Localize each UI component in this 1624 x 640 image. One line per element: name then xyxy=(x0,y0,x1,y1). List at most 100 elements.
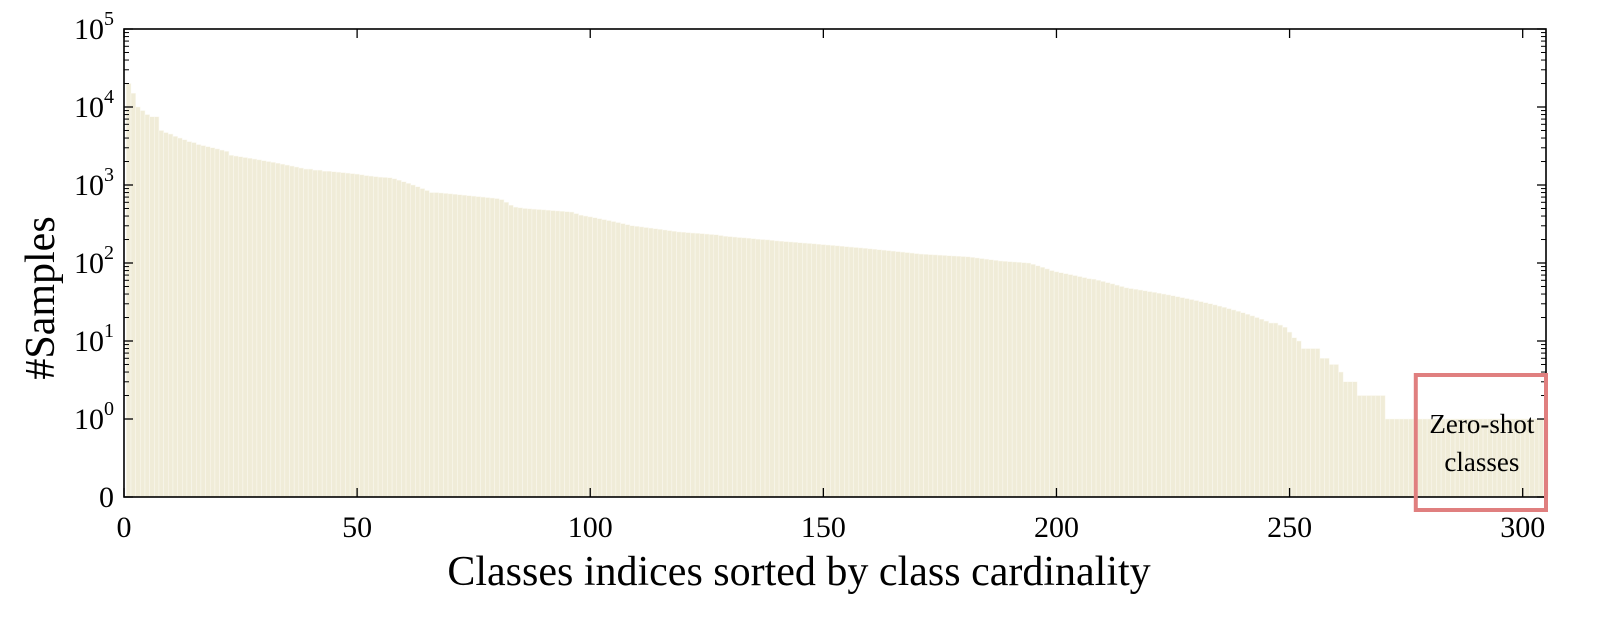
bar xyxy=(811,243,817,498)
bar xyxy=(349,173,356,498)
bar xyxy=(256,159,262,498)
bar xyxy=(1240,312,1246,498)
bar xyxy=(736,237,743,498)
bar xyxy=(1259,319,1265,498)
bar xyxy=(219,149,225,498)
bar xyxy=(1035,265,1041,498)
bar xyxy=(489,197,495,498)
x-tick-label: 300 xyxy=(1500,511,1545,544)
bar xyxy=(1277,324,1283,498)
bar xyxy=(923,254,929,498)
bar xyxy=(839,245,845,498)
bar xyxy=(419,188,425,498)
bar xyxy=(1109,283,1115,498)
bar xyxy=(345,172,351,498)
bar xyxy=(615,222,621,498)
bar xyxy=(1170,295,1176,498)
bar xyxy=(960,256,966,498)
bar xyxy=(760,239,766,498)
bar xyxy=(471,195,477,498)
bar xyxy=(909,252,915,498)
bar xyxy=(247,158,253,498)
bar xyxy=(149,116,155,498)
bar xyxy=(1417,418,1423,498)
zero-shot-highlight-box xyxy=(1413,373,1548,512)
bar xyxy=(1221,307,1227,498)
bar xyxy=(443,193,449,498)
bar xyxy=(876,249,882,498)
bar xyxy=(1053,271,1060,498)
bar xyxy=(671,231,677,498)
bar xyxy=(582,215,589,498)
bar xyxy=(1296,340,1302,498)
x-tick-label: 100 xyxy=(568,511,613,544)
bar xyxy=(1273,322,1279,498)
bar xyxy=(802,242,808,498)
bar xyxy=(1328,364,1335,498)
bar xyxy=(555,210,561,498)
bar xyxy=(573,213,579,498)
bar xyxy=(396,180,402,498)
bar xyxy=(722,236,729,498)
bar xyxy=(1063,273,1069,498)
bar xyxy=(1231,309,1237,498)
bar xyxy=(541,209,547,498)
bar xyxy=(205,146,211,498)
bar xyxy=(289,165,295,498)
bar xyxy=(196,144,202,498)
bar xyxy=(1072,275,1078,498)
annotation-text: Zero-shot xyxy=(1429,409,1534,439)
bar xyxy=(1021,262,1027,498)
bar xyxy=(1189,299,1195,498)
bar xyxy=(307,168,314,498)
bar xyxy=(531,208,537,498)
bar xyxy=(699,233,705,498)
bar xyxy=(1310,348,1316,498)
bar xyxy=(1268,322,1274,498)
bar xyxy=(974,257,980,498)
bar xyxy=(223,151,230,498)
bar xyxy=(979,258,985,498)
bar xyxy=(1235,311,1241,498)
bar xyxy=(797,242,803,498)
bar xyxy=(1347,381,1353,498)
bar xyxy=(685,232,691,498)
bar xyxy=(596,218,603,498)
bar xyxy=(713,234,719,498)
y-tick-label: 100 xyxy=(74,398,114,436)
bar xyxy=(727,236,733,498)
bar xyxy=(1044,268,1050,498)
bar xyxy=(648,227,654,498)
bar xyxy=(704,233,710,498)
bar xyxy=(1538,418,1544,498)
bar xyxy=(1254,317,1260,498)
bar xyxy=(657,229,663,498)
bar xyxy=(1086,278,1092,498)
bar xyxy=(1324,358,1330,498)
bar xyxy=(1105,282,1111,498)
bar xyxy=(1016,262,1022,498)
bar xyxy=(988,259,994,498)
bar xyxy=(312,169,318,498)
x-axis-label: Classes indices sorted by class cardinal… xyxy=(447,549,1150,595)
bar xyxy=(466,195,472,498)
bar xyxy=(317,169,323,498)
bar xyxy=(1249,315,1255,498)
bar xyxy=(587,216,593,498)
bar xyxy=(1534,418,1540,498)
bar xyxy=(485,197,491,498)
bar xyxy=(242,157,248,498)
bar xyxy=(1184,298,1190,498)
y-tick-label: 105 xyxy=(74,8,114,46)
bar xyxy=(1217,305,1223,498)
bar xyxy=(927,254,934,498)
bar xyxy=(1408,418,1414,498)
bar xyxy=(895,251,901,498)
bar xyxy=(592,217,598,498)
bar xyxy=(1095,280,1102,498)
bar xyxy=(844,246,850,498)
bar xyxy=(1342,381,1349,498)
bar xyxy=(606,220,612,498)
bar xyxy=(251,158,258,498)
bar xyxy=(191,142,197,498)
